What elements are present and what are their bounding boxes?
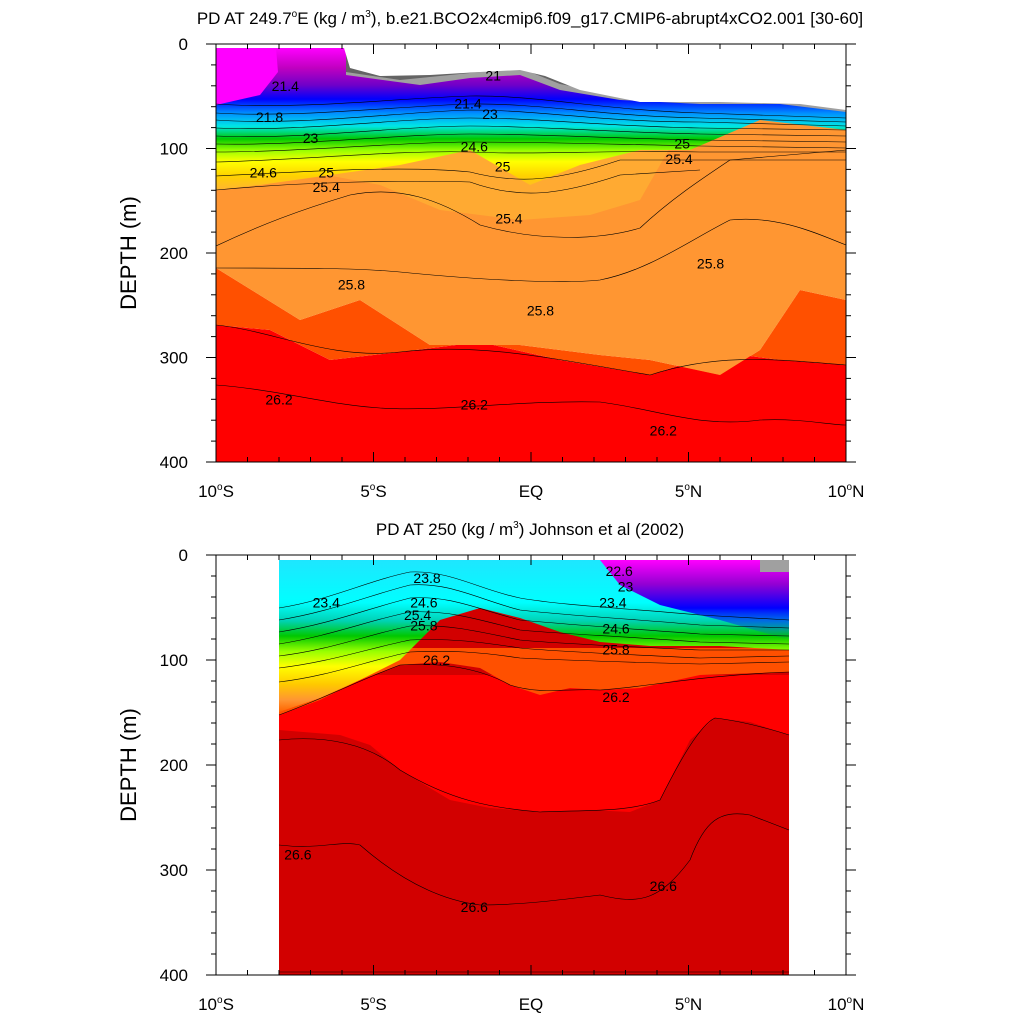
contour-label: 26.2 [265, 391, 292, 407]
panel-bottom-contour-26-6 [278, 813, 790, 906]
panel-top-band-red [216, 325, 846, 462]
y-tick-label: 300 [160, 349, 188, 368]
panel-top-ylabel: DEPTH (m) [116, 196, 141, 310]
contour-label: 26.6 [284, 846, 311, 862]
contour-label: 23.8 [413, 570, 440, 586]
x-tick-label: 10oN [828, 482, 865, 501]
panel-top-fill [216, 44, 846, 462]
panel-top-title-sup: 3 [365, 9, 371, 20]
x-tick-label: 5oN [675, 995, 702, 1014]
contour-label: 25.8 [338, 276, 365, 292]
contour-label: 25 [318, 165, 334, 181]
panel-top-title-main: PD AT 249.7 [197, 9, 292, 28]
contour-label: 24.6 [461, 138, 488, 154]
y-tick-label: 100 [160, 651, 188, 670]
y-tick-label: 100 [160, 140, 188, 159]
contour-label: 23 [303, 130, 319, 146]
contour-label: 26.2 [602, 689, 629, 705]
x-tick-label: 5oS [360, 995, 386, 1014]
x-tick-label: EQ [519, 482, 544, 501]
contour-label: 24.6 [250, 165, 277, 181]
panel-top-band-darkorange [216, 268, 846, 375]
panel-top-title-rest2: ), b.e21.BCO2x4cmip6.f09_g17.CMIP6-abrup… [371, 9, 863, 28]
contour-label: 21.4 [454, 96, 481, 112]
panel-top: PD AT 249.7oE (kg / m3), b.e21.BCO2x4cmi… [116, 9, 864, 501]
contour-label: 23.4 [313, 594, 340, 610]
panel-top-ticks: 10oS 5oS EQ 5oN 10oN01002003004002121.421.42… [160, 35, 865, 501]
panel-top-isolines [216, 95, 846, 426]
panel-bottom-band-northeast [600, 560, 789, 640]
x-tick-label: 5oS [360, 482, 386, 501]
x-tick-label: 5oN [675, 482, 702, 501]
panel-bottom-band-darkorange [279, 648, 789, 715]
panel-bottom-gray-corner [760, 560, 789, 572]
contour-label: 26.2 [650, 423, 677, 439]
y-tick-label: 0 [179, 35, 188, 54]
panel-bottom-title-main: PD AT 250 (kg / m [376, 520, 513, 539]
panel-bottom: PD AT 250 (kg / m3) Johnson et al (2002) [116, 520, 864, 1014]
contour-label: 21 [485, 67, 501, 83]
contour-label: 25.8 [410, 617, 437, 633]
contour-label: 23 [618, 579, 634, 595]
panel-bottom-ylabel: DEPTH (m) [116, 708, 141, 822]
panel-bottom-title: PD AT 250 (kg / m3) Johnson et al (2002) [376, 520, 684, 539]
y-tick-label: 400 [160, 453, 188, 472]
panel-top-title: PD AT 249.7oE (kg / m3), b.e21.BCO2x4cmi… [197, 9, 863, 28]
y-tick-label: 400 [160, 966, 188, 985]
contour-label: 26.6 [650, 878, 677, 894]
panel-bottom-title-sup: 3 [513, 520, 519, 531]
y-tick-label: 200 [160, 756, 188, 775]
contour-label: 21.4 [272, 78, 299, 94]
contour-label: 25 [674, 135, 690, 151]
panel-bottom-title-rest2: ) Johnson et al (2002) [519, 520, 684, 539]
contour-label: 25.4 [313, 179, 340, 195]
panel-top-magenta-corner [216, 48, 278, 105]
y-tick-label: 300 [160, 861, 188, 880]
panel-bottom-fill [278, 560, 790, 975]
contour-label: 23 [482, 106, 498, 122]
panel-top-title-degree: o [292, 9, 298, 20]
contour-label: 26.2 [423, 652, 450, 668]
contour-label: 25.8 [697, 255, 724, 271]
contour-label: 24.6 [410, 594, 437, 610]
panel-bottom-band-red [279, 675, 789, 812]
contour-label: 26.6 [461, 899, 488, 915]
contour-label: 25.4 [404, 607, 431, 623]
contour-label: 25.8 [602, 642, 629, 658]
panel-bottom-ticks: 10oS 5oS EQ 5oN 10oN 0 100 200 300 400 23.4 23.8 24.… [160, 546, 865, 1014]
contour-label: 25 [495, 158, 511, 174]
x-tick-label: 10oN [828, 995, 865, 1014]
contour-label: 23.4 [599, 594, 626, 610]
y-tick-label: 0 [179, 546, 188, 565]
x-tick-label: 10oS [198, 995, 234, 1014]
panel-top-title-rest1: E (kg / m [297, 9, 365, 28]
panel-top-above-surface [216, 44, 846, 110]
x-tick-label: 10oS [198, 482, 234, 501]
contour-label: 24.6 [602, 621, 629, 637]
contour-label: 22.6 [606, 563, 633, 579]
y-tick-label: 200 [160, 244, 188, 263]
x-tick-label: EQ [519, 995, 544, 1014]
panel-top-contour-26-2 [216, 384, 846, 426]
panel-bottom-contour-26-2 [278, 663, 790, 716]
panel-bottom-isolines [278, 571, 790, 973]
contour-label: 25.4 [495, 211, 522, 227]
contour-label: 25.8 [527, 302, 554, 318]
contour-label: 25.4 [665, 151, 692, 167]
contour-label: 26.2 [461, 397, 488, 413]
contour-label: 21.8 [256, 109, 283, 125]
panel-top-contour-25-8 [216, 218, 846, 282]
